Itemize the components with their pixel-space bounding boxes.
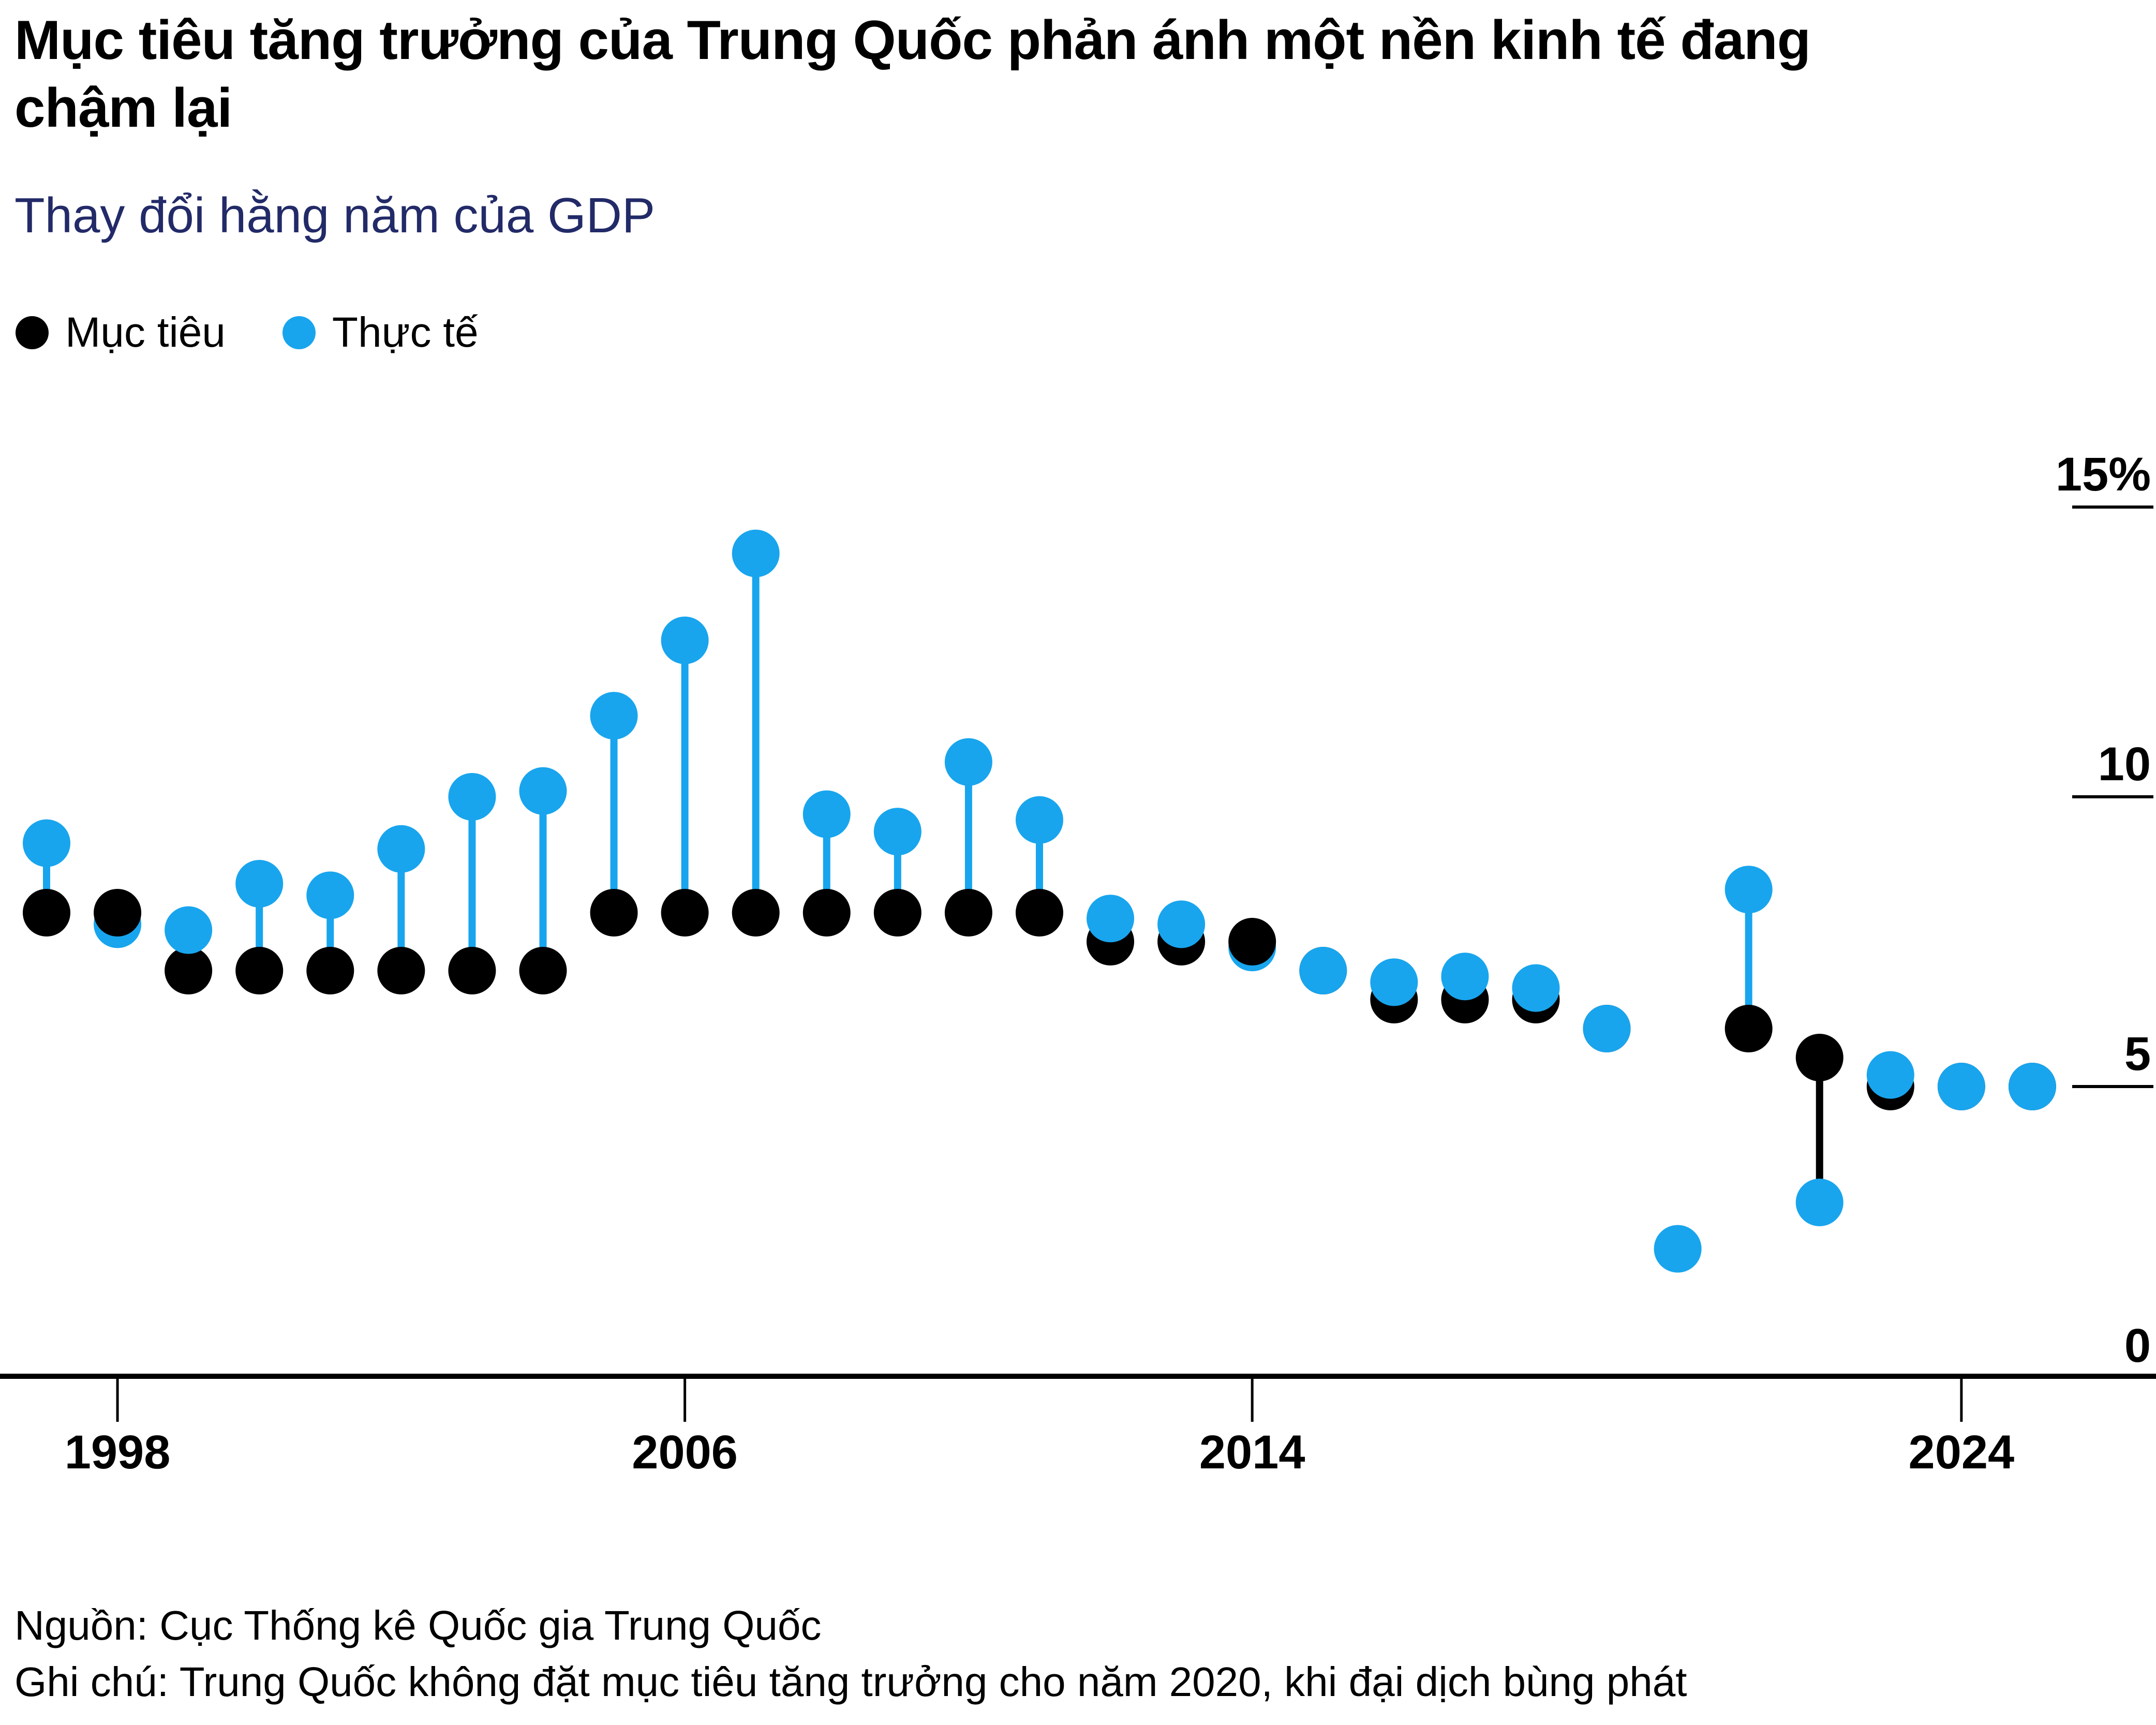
actual-dot-2000 [235,860,284,908]
legend-label-actual: Thực tế [332,309,479,356]
actual-dot-2024 [1937,1063,1985,1110]
actual-dot-2007 [732,529,780,577]
footnote: Ghi chú: Trung Quốc không đặt mục tiêu t… [14,1658,1687,1705]
source-note: Nguồn: Cục Thống kê Quốc gia Trung Quốc [14,1602,822,1648]
actual-dot-2022 [1795,1179,1843,1226]
x-tick-label-1998: 1998 [65,1426,171,1479]
y-tick-label-0: 0 [2124,1319,2151,1372]
target-dot-2011 [1015,889,1063,936]
actual-dot-2008 [802,790,851,838]
target-dot-2000 [235,947,284,994]
y-tick-label-10: 10 [2098,738,2151,791]
actual-dot-2021 [1724,866,1773,914]
actual-dot-2015 [1299,947,1347,994]
chart-legend: Mục tiêu Thực tế [16,308,479,357]
target-dot-1997 [23,889,70,936]
actual-dot-1997 [23,819,70,867]
legend-item-actual: Thực tế [282,308,479,357]
target-dot-2001 [306,947,354,994]
x-tick-label-2024: 2024 [1909,1426,2015,1479]
target-dot-2022 [1795,1034,1843,1081]
target-dot-2010 [944,889,992,936]
actual-dot-2005 [590,692,638,740]
chart-title: Mục tiêu tăng trưởng của Trung Quốc phản… [14,9,1811,139]
actual-dot-1999 [165,906,213,954]
target-dot-2005 [590,889,638,936]
x-tick-label-2014: 2014 [1199,1426,1305,1479]
target-dot-2007 [732,889,780,936]
target-dot-2021 [1724,1005,1773,1052]
actual-dot-2001 [306,871,354,919]
actual-dot-2013 [1157,900,1206,948]
x-tick-label-2006: 2006 [632,1426,738,1479]
target-dot-icon [16,316,49,349]
target-dot-2008 [802,889,851,936]
chart-footer: Nguồn: Cục Thống kê Quốc gia Trung Quốc … [14,1598,1687,1711]
actual-dot-2020 [1654,1225,1702,1273]
actual-dot-2009 [873,808,921,856]
actual-dot-2006 [661,616,709,664]
actual-dot-2019 [1583,1005,1631,1052]
actual-dot-2017 [1441,953,1489,1001]
actual-dot-2003 [448,773,496,821]
actual-dot-2023 [1866,1051,1914,1099]
target-dot-2009 [873,889,921,936]
actual-dot-2025 [2008,1063,2056,1110]
target-dot-2004 [519,947,567,994]
target-dot-1999 [165,947,213,994]
legend-item-target: Mục tiêu [16,308,226,357]
chart-subtitle: Thay đổi hằng năm của GDP [14,188,656,243]
y-tick-label-5: 5 [2124,1028,2151,1080]
y-tick-label-15: 15% [2056,448,2151,501]
actual-dot-2018 [1512,964,1560,1012]
target-dot-2003 [448,947,496,994]
actual-dot-2002 [377,825,425,873]
actual-dot-2011 [1015,796,1063,844]
target-dot-2002 [377,947,425,994]
target-dot-2006 [661,889,709,936]
actual-dot-2016 [1370,958,1418,1006]
actual-dot-2004 [519,767,567,815]
legend-label-target: Mục tiêu [65,309,226,356]
target-dot-1998 [94,889,142,936]
target-dot-2014 [1228,918,1276,965]
actual-dot-2012 [1087,895,1135,943]
actual-dot-icon [282,316,316,349]
actual-dot-2010 [944,738,992,786]
